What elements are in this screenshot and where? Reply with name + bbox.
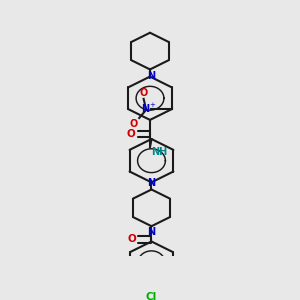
Text: O: O [127,129,136,139]
Text: O: O [129,119,138,129]
Text: N: N [147,71,155,81]
Text: N: N [147,227,155,238]
Text: O: O [140,88,148,98]
Text: NH: NH [152,147,168,157]
Text: +: + [150,102,155,108]
Text: Cl: Cl [146,292,157,300]
Text: N: N [147,178,155,188]
Text: O: O [128,234,136,244]
Text: N: N [142,104,150,114]
Text: -: - [131,114,135,124]
